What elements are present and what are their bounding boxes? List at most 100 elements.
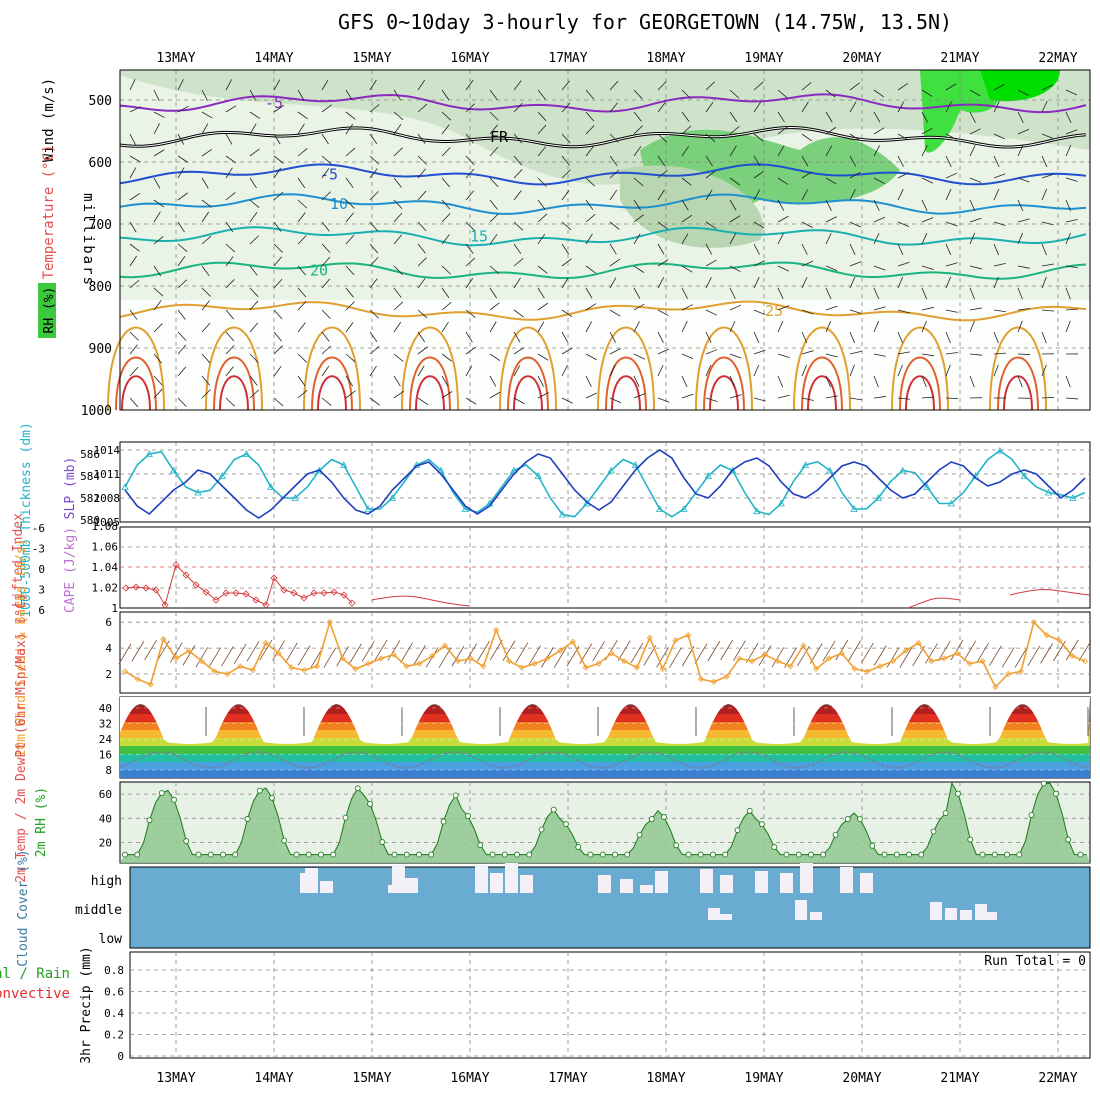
wind-barb — [633, 111, 642, 122]
temperature-contour — [213, 356, 255, 411]
wind-barb — [489, 124, 498, 135]
wind-barb — [897, 101, 905, 113]
wind-barb — [825, 375, 831, 388]
wind-barb — [273, 133, 281, 145]
lifted-index-marker — [330, 588, 338, 596]
wind-barb — [129, 366, 139, 377]
wind-barb — [633, 214, 644, 223]
wind-barb — [225, 243, 236, 253]
rh-marker — [697, 851, 704, 858]
y-tick-label: 1005 — [94, 516, 121, 529]
cloud-level-label: middle — [75, 903, 122, 918]
wind-barb — [249, 375, 258, 386]
isotherm-line — [119, 163, 1087, 186]
wind-barb — [897, 189, 904, 201]
wind-barb — [393, 124, 402, 135]
date-label-top: 19MAY — [744, 51, 783, 66]
rh-marker — [844, 816, 851, 822]
wind-barb — [129, 167, 137, 179]
wind-barb — [1041, 173, 1054, 179]
wind-barb — [825, 320, 832, 333]
rh-marker — [416, 851, 422, 858]
wind-barb — [369, 168, 378, 179]
wind-barb — [945, 364, 951, 377]
wind-speed-marker — [1030, 619, 1037, 626]
wind-barb — [825, 216, 837, 223]
wind-barb — [937, 640, 951, 662]
y-tick-label: 24 — [99, 733, 113, 746]
rh-marker — [538, 826, 545, 833]
wind-barb — [153, 300, 162, 311]
wind-barb — [417, 331, 425, 343]
wind-speed-marker — [1069, 652, 1076, 659]
wind-barb — [417, 168, 426, 179]
rh-area — [120, 783, 1090, 863]
wind-barb — [323, 647, 337, 668]
wind-barb — [777, 177, 789, 185]
wind-barb — [393, 353, 404, 362]
wind-barb — [777, 394, 790, 399]
rh-marker — [440, 818, 447, 825]
wind-barb — [801, 350, 814, 355]
wind-barb — [633, 393, 646, 399]
wind-barb — [729, 89, 740, 99]
wind-barb — [297, 199, 308, 209]
date-label-bottom: 21MAY — [940, 1071, 979, 1086]
cloud-middle-bar — [985, 912, 997, 920]
y-tick-label: 0.6 — [104, 986, 124, 999]
wind-barb — [225, 192, 236, 201]
wind-barb — [465, 365, 473, 377]
temp-band — [120, 738, 1090, 746]
wind-speed-marker — [723, 673, 730, 680]
wind-barb — [201, 111, 213, 119]
wind-barb — [950, 639, 964, 661]
wind-barb — [1017, 353, 1031, 355]
wind-barb — [129, 221, 137, 233]
cloud-high-bar — [405, 878, 418, 893]
wind-barb — [729, 375, 736, 388]
wind-barb — [182, 645, 196, 666]
wind-barb — [633, 177, 644, 187]
wind-barb — [729, 145, 737, 157]
wind-barb — [825, 111, 833, 123]
cloud-high-bar — [620, 879, 633, 893]
wind-barb — [897, 351, 910, 355]
wind-barb — [657, 364, 664, 377]
wind-barb — [465, 397, 477, 405]
rh-marker — [195, 851, 202, 858]
lifted-index-marker — [262, 601, 270, 609]
wind-barb — [681, 125, 692, 135]
wind-barb — [297, 287, 307, 298]
wind-barb — [609, 133, 619, 143]
date-label-top: 18MAY — [646, 51, 685, 66]
wind-barb — [657, 102, 666, 113]
thickness-series-marker — [850, 505, 858, 512]
wind-barb — [969, 177, 982, 183]
wind-barb — [345, 390, 356, 399]
y-tick-label: 1014 — [94, 444, 121, 457]
isotherm-label: FR — [490, 128, 509, 146]
wind-barb — [585, 287, 593, 299]
wind-barb — [321, 345, 332, 355]
wind-barb — [321, 79, 329, 91]
wind-barb — [225, 397, 235, 407]
rh-marker — [256, 787, 263, 794]
date-label-bottom: 18MAY — [646, 1071, 685, 1086]
rh-marker — [1004, 851, 1010, 858]
wind-barb — [1017, 375, 1023, 388]
wind-barb — [417, 257, 427, 267]
wind-barb — [681, 89, 691, 99]
wind-barb — [273, 155, 284, 164]
wind-barb — [993, 352, 1006, 355]
wind-barb — [201, 353, 211, 364]
wind-speed-marker — [851, 665, 858, 672]
y-axis-label: millibars — [80, 193, 96, 287]
wind-barb — [249, 148, 260, 157]
chart-title: GFS 0~10day 3-hourly for GEORGETOWN (14.… — [338, 10, 953, 34]
wind-barb — [1017, 232, 1023, 245]
wind-barb — [465, 309, 476, 318]
wind-barb — [921, 287, 928, 300]
thickness-series-marker — [267, 483, 275, 490]
date-label-bottom: 14MAY — [254, 1071, 293, 1086]
wind-barb — [177, 133, 185, 145]
